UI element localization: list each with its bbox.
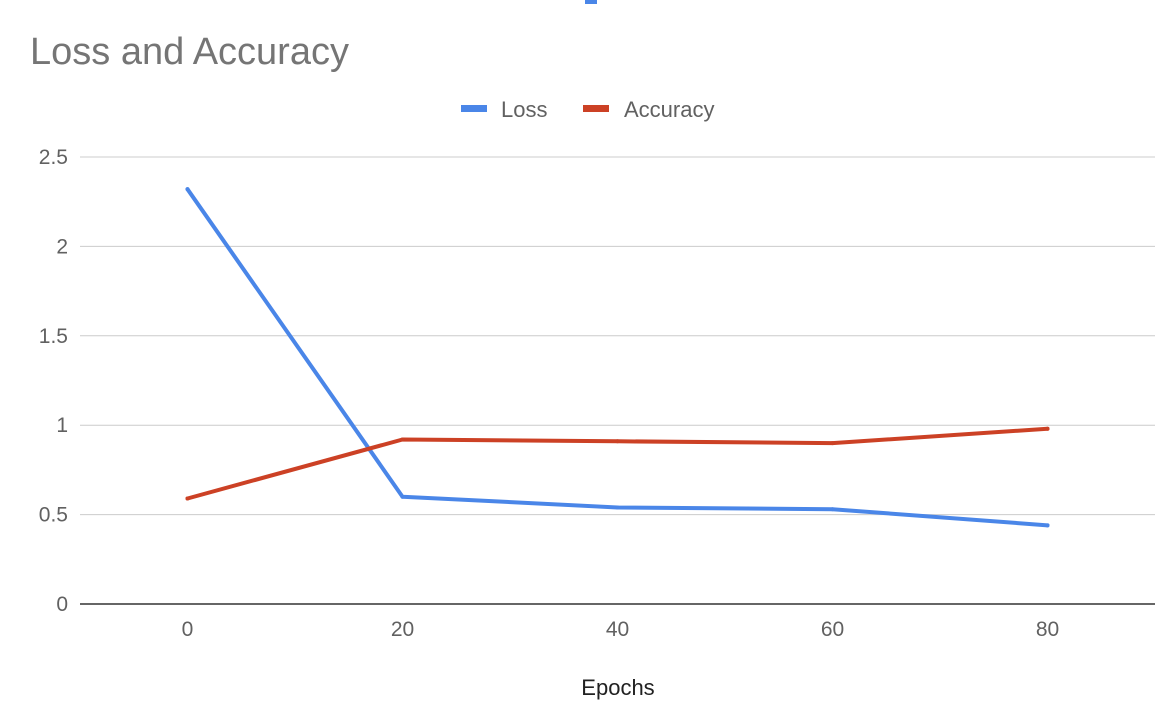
data-point-loss: [615, 505, 620, 510]
data-point-accuracy: [400, 437, 405, 442]
series-lines: [185, 187, 1050, 528]
data-point-accuracy: [185, 496, 190, 501]
x-tick-label: 0: [182, 618, 194, 641]
legend-item-accuracy[interactable]: Accuracy: [583, 97, 714, 122]
y-axis-ticks: 0 0.5 1 1.5 2 2.5: [39, 146, 68, 616]
x-axis-ticks: 0 20 40 60 80: [182, 618, 1060, 641]
legend-swatch: [461, 105, 487, 112]
data-point-accuracy: [615, 439, 620, 444]
y-tick-label: 1: [56, 414, 68, 437]
gridlines: [80, 156, 1155, 605]
y-tick-label: 1.5: [39, 325, 68, 348]
y-tick-label: 2.5: [39, 146, 68, 169]
partial-legend-marker: [585, 0, 597, 4]
data-point-loss: [1045, 523, 1050, 528]
data-point-loss: [400, 494, 405, 499]
legend-swatch: [583, 105, 609, 112]
legend: Loss Accuracy: [461, 97, 714, 122]
data-point-accuracy: [1045, 426, 1050, 431]
y-tick-label: 0.5: [39, 504, 68, 527]
chart-title: Loss and Accuracy: [30, 31, 349, 73]
x-axis-title: Epochs: [581, 675, 654, 700]
x-tick-label: 20: [391, 618, 414, 641]
legend-item-loss[interactable]: Loss: [461, 97, 547, 122]
y-tick-label: 2: [56, 235, 68, 258]
data-point-loss: [185, 187, 190, 192]
x-tick-label: 60: [821, 618, 844, 641]
legend-label: Accuracy: [624, 97, 714, 122]
y-tick-label: 0: [56, 593, 68, 616]
data-point-accuracy: [830, 441, 835, 446]
x-tick-label: 40: [606, 618, 629, 641]
legend-label: Loss: [501, 97, 547, 122]
x-tick-label: 80: [1036, 618, 1059, 641]
series-line-accuracy: [185, 426, 1050, 501]
data-point-loss: [830, 507, 835, 512]
series-line-loss: [185, 187, 1050, 528]
